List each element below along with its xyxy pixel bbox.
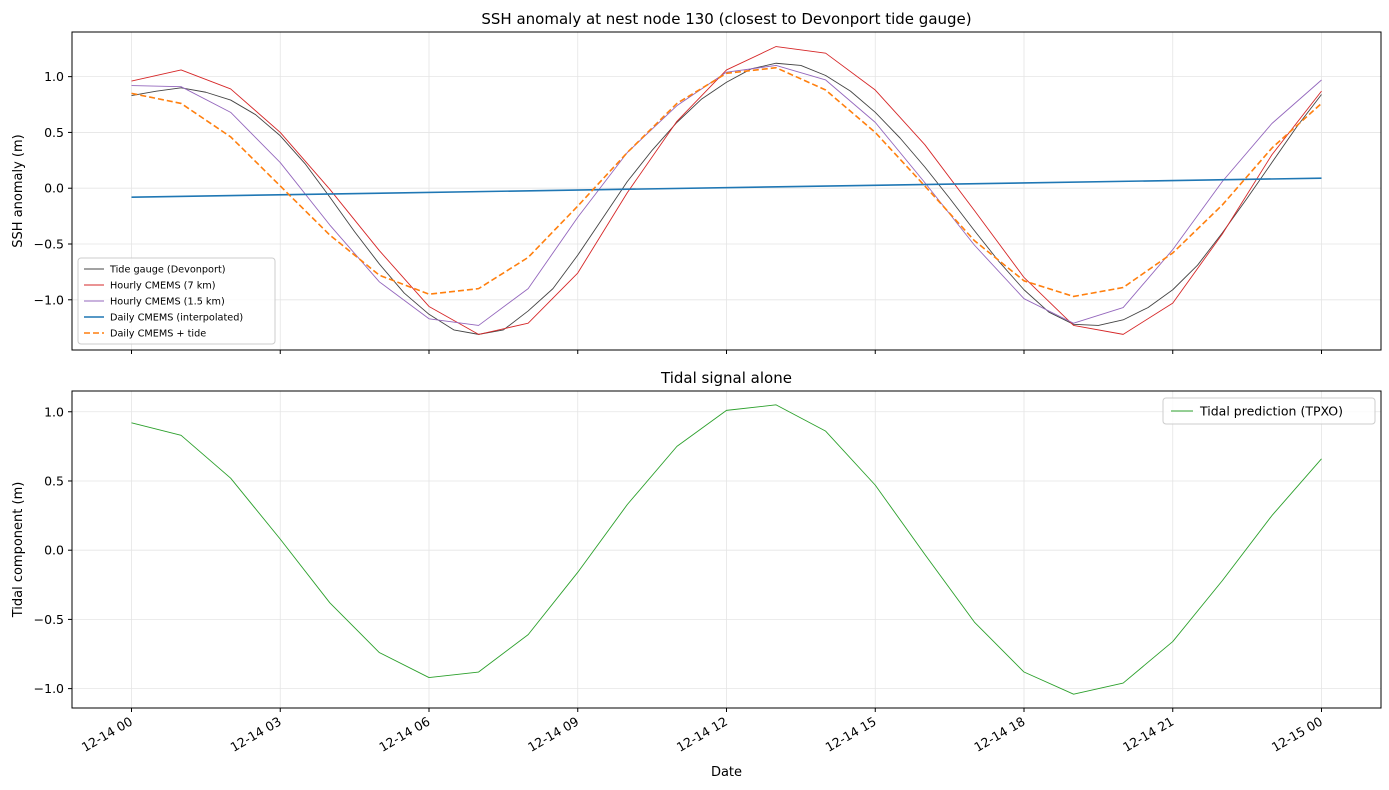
- series-line-daily-cmems-interpolated: [131, 177, 1322, 198]
- legend-label: Hourly CMEMS (7 km): [110, 281, 216, 292]
- legend-label: Hourly CMEMS (1.5 km): [110, 297, 225, 308]
- series-line-tide-gauge-devonport: [131, 62, 1322, 335]
- y-tick-label: −0.5: [34, 237, 64, 252]
- x-tick-label: 12-14 21: [1120, 714, 1176, 755]
- bottom-panel: 12-14 00 12-14 03 12-14 06 12-14 09 12-14 12…: [11, 369, 1382, 780]
- series-line-daily-cmems-tide: [131, 66, 1323, 298]
- x-tick-label: 12-14 15: [823, 714, 879, 755]
- x-tick-label: 12-14 06: [376, 714, 432, 755]
- legend-box: [1162, 397, 1376, 425]
- x-tick-label: 12-14 00: [79, 714, 135, 755]
- series-line-hourly-cmems-1-5-km: [131, 65, 1322, 326]
- y-axis-label: SSH anomaly (m): [11, 134, 26, 247]
- legend-label: Daily CMEMS + tide: [110, 329, 206, 340]
- x-tick-label: 12-14 03: [228, 714, 284, 755]
- y-axis-label: Tidal component (m): [11, 482, 26, 619]
- x-tick-label: 12-14 12: [674, 714, 730, 755]
- series-group: [131, 46, 1323, 335]
- x-axis-label: Date: [711, 765, 742, 780]
- legend-label: Daily CMEMS (interpolated): [110, 313, 243, 324]
- x-tick-label: 12-14 18: [971, 714, 1027, 755]
- chart-title: Tidal signal alone: [660, 369, 792, 387]
- grid: [72, 32, 1381, 350]
- x-tick-label: 12-14 09: [525, 714, 581, 755]
- y-tick-label: −0.5: [34, 612, 64, 627]
- y-tick-label: 0.5: [44, 125, 64, 140]
- y-tick-label: 0.5: [44, 473, 64, 488]
- y-tick-label: −1.0: [34, 292, 64, 307]
- top-panel: −1.0 −0.5 0.0 0.5 1.0 SSH anomaly at nest nod…: [11, 10, 1382, 354]
- series-line-tidal-prediction-tpxo: [131, 404, 1322, 695]
- legend-label: Tidal prediction (TPXO): [1199, 404, 1343, 419]
- y-tick-label: 1.0: [44, 404, 64, 419]
- y-tick-label: 0.0: [44, 543, 64, 558]
- legend: Tide gauge (Devonport) Hourly CMEMS (7 km…: [77, 257, 276, 345]
- series-group: [131, 404, 1322, 695]
- y-tick-label: 1.0: [44, 69, 64, 84]
- chart-title: SSH anomaly at nest node 130 (closest to…: [481, 10, 971, 28]
- grid: [72, 391, 1381, 708]
- legend-box: [77, 257, 276, 345]
- x-tick-label: 12-15 00: [1269, 714, 1325, 755]
- y-tick-label: 0.0: [44, 181, 64, 196]
- y-tick-label: −1.0: [34, 681, 64, 696]
- series-line-hourly-cmems-7-km: [131, 46, 1322, 335]
- legend: Tidal prediction (TPXO): [1162, 397, 1376, 425]
- legend-label: Tide gauge (Devonport): [109, 265, 226, 276]
